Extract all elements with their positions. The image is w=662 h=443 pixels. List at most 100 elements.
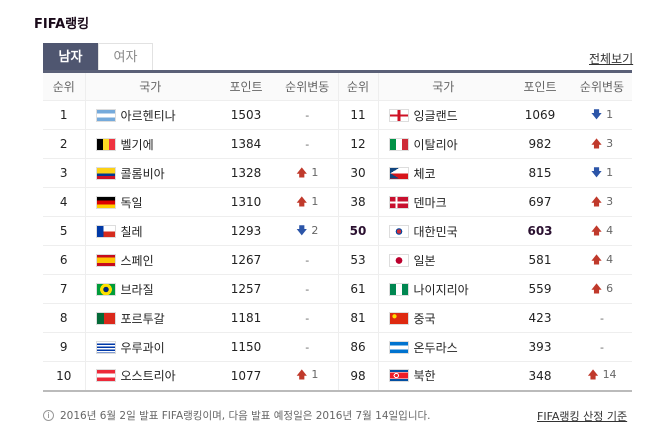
country: 중국: [377, 303, 508, 333]
country: 우루과이: [84, 332, 215, 362]
argentina-flag-icon: [95, 108, 116, 122]
points: 559: [508, 274, 572, 304]
england-flag-icon: [388, 108, 409, 122]
points: 1257: [215, 274, 277, 304]
rank: 30: [337, 158, 378, 188]
rank: 1: [43, 100, 85, 130]
info-icon: i: [43, 410, 54, 421]
points: 1181: [215, 303, 277, 333]
country-name: 중국: [413, 311, 436, 326]
rank-change-cell: 🡇 1: [572, 100, 632, 130]
table-row: 10 오스트리아 1077 🡅 1 98 북한 348 🡅 14: [43, 361, 632, 391]
rank-change: -: [600, 312, 604, 325]
uruguay-flag-icon: [95, 340, 116, 354]
ranking-criteria-link[interactable]: FIFA랭킹 산정 기준: [537, 410, 628, 423]
page-title: FIFA랭킹: [34, 17, 90, 32]
header-points: 포인트: [508, 71, 572, 101]
japan-flag-icon: [388, 253, 409, 267]
arrow-up-icon: 🡅: [590, 223, 603, 237]
points: 1310: [215, 187, 277, 217]
rank-change-cell: 🡅 6: [572, 274, 632, 304]
points: 603: [508, 216, 572, 246]
points: 1503: [215, 100, 277, 130]
header-country: 국가: [84, 71, 215, 101]
rank-change: -: [305, 312, 310, 325]
points: 1293: [215, 216, 277, 246]
rank-change-cell: -: [277, 100, 338, 130]
rank-change-cell: 🡇 2: [277, 216, 338, 246]
arrow-up-icon: 🡅: [296, 194, 308, 208]
country: 칠레: [84, 216, 215, 246]
rank: 38: [337, 187, 378, 217]
points: 348: [528, 368, 552, 383]
rank: 11: [337, 100, 378, 130]
table-row: 5 칠레 1293 🡇 2 50 대한민국 603 🡅 4: [43, 216, 632, 246]
header-country: 국가: [377, 71, 508, 101]
footer-note: i 2016년 6월 2일 발표 FIFA랭킹이며, 다음 발표 예정일은 20…: [43, 408, 430, 423]
austria-flag-icon: [95, 369, 116, 383]
points: 815: [508, 158, 572, 188]
country: 아르헨티나: [84, 100, 215, 130]
rank: 8: [43, 303, 85, 333]
tab-women[interactable]: 여자: [98, 43, 153, 71]
rank-change-cell: 🡅 4: [572, 216, 632, 246]
rank-change-cell: 🡅 3: [572, 129, 632, 159]
country-name: 독일: [120, 195, 143, 210]
rank-change-cell: -: [277, 274, 338, 304]
tab-men[interactable]: 남자: [43, 43, 98, 71]
country: 브라질: [84, 274, 215, 304]
country: 콜롬비아: [84, 158, 215, 188]
arrow-up-icon: 🡅: [590, 252, 603, 266]
country-name: 체코: [413, 166, 436, 181]
arrow-up-icon: 🡅: [590, 281, 603, 295]
rank-change: -: [305, 254, 310, 267]
belgium-flag-icon: [95, 137, 116, 151]
arrow-down-icon: 🡇: [590, 165, 603, 179]
rank-change: 4: [606, 252, 614, 266]
country-name: 오스트리아: [120, 369, 176, 384]
points: 423: [508, 303, 572, 333]
points: 1267: [215, 245, 277, 275]
spain-flag-icon: [95, 253, 116, 267]
country: 온두라스: [377, 332, 508, 362]
country-name: 브라질: [120, 282, 154, 297]
rank: 3: [43, 158, 85, 188]
country-name: 대한민국: [413, 224, 458, 239]
table-row: 6 스페인 1267 - 53 일본 581 🡅 4: [43, 245, 632, 275]
country: 나이지리아: [377, 274, 508, 304]
view-all-link[interactable]: 전체보기: [589, 52, 634, 66]
rank-change-cell: 🡅 3: [572, 187, 632, 217]
country-name: 우루과이: [120, 340, 165, 355]
rank: 7: [43, 274, 85, 304]
country: 스페인: [84, 245, 215, 275]
country-name: 포르투갈: [120, 311, 165, 326]
rank: 9: [43, 332, 85, 362]
country-name: 나이지리아: [413, 282, 469, 297]
country: 대한민국: [377, 216, 508, 246]
points: 1069: [508, 100, 572, 130]
gender-tabs: 남자 여자: [43, 43, 153, 71]
rank-change: -: [305, 341, 310, 354]
rank: 53: [337, 245, 378, 275]
country-name: 이탈리아: [413, 137, 458, 152]
rank-change-cell: -: [572, 303, 632, 333]
rank-change: -: [305, 109, 310, 122]
rank: 5: [43, 216, 85, 246]
rank: 61: [337, 274, 378, 304]
rank-change-cell: 🡅 1: [277, 187, 338, 217]
rank: 50: [337, 216, 378, 246]
country-name: 일본: [413, 253, 436, 268]
arrow-up-icon: 🡅: [590, 136, 603, 150]
arrow-down-icon: 🡇: [296, 223, 308, 237]
country-name: 콜롬비아: [120, 166, 165, 181]
rank-change: 1: [311, 165, 319, 179]
rank-change: 1: [311, 368, 319, 382]
country-name: 잉글랜드: [413, 108, 458, 123]
points: 697: [508, 187, 572, 217]
country-name: 북한: [413, 369, 436, 384]
rank-change: -: [600, 341, 604, 354]
table-row: 7 브라질 1257 - 61 나이지리아 559 🡅 6: [43, 274, 632, 304]
points: 581: [508, 245, 572, 275]
points: 982: [508, 129, 572, 159]
country-name: 아르헨티나: [120, 108, 176, 123]
